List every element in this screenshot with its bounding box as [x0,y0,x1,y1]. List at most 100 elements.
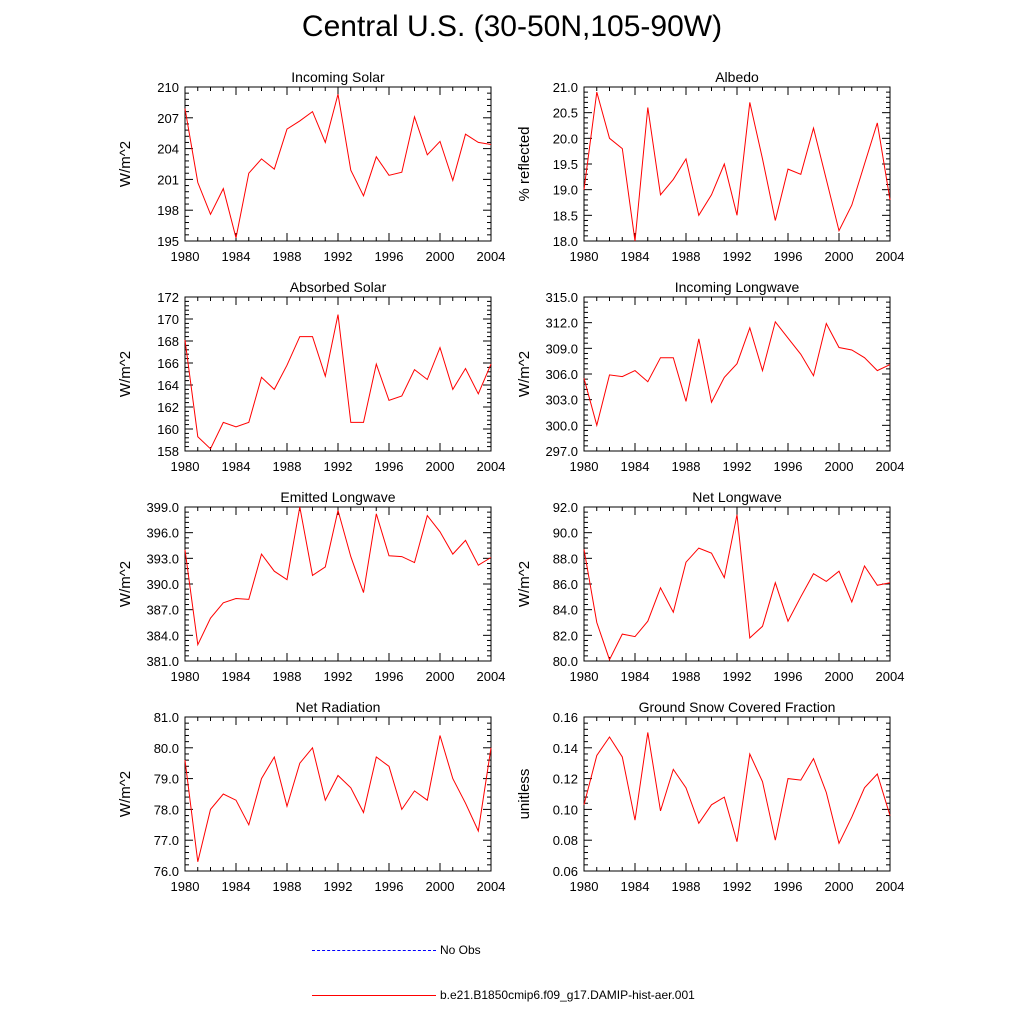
y-axis-label: W/m^2 [516,351,533,397]
y-tick-label: 77.0 [154,833,179,848]
x-tick-label: 2004 [876,459,905,474]
x-tick-label: 1984 [222,459,251,474]
x-tick-label: 1996 [774,459,803,474]
y-tick-label: 19.0 [553,183,578,198]
x-tick-label: 1992 [723,879,752,894]
y-tick-label: 21.0 [553,80,578,95]
x-tick-label: 1996 [375,249,404,264]
x-tick-label: 2000 [825,669,854,684]
chart-title: Net Radiation [296,699,381,715]
x-tick-label: 1992 [324,459,353,474]
chart-title: Ground Snow Covered Fraction [639,699,836,715]
y-axis-label: W/m^2 [117,351,134,397]
y-tick-label: 300.0 [545,418,578,433]
y-tick-label: 162 [157,400,179,415]
y-tick-label: 396.0 [146,526,179,541]
y-tick-label: 80.0 [553,654,578,669]
x-tick-label: 1996 [375,879,404,894]
x-tick-label: 2004 [876,249,905,264]
x-tick-label: 1988 [273,669,302,684]
series-line [583,732,891,845]
y-tick-label: 384.0 [146,628,179,643]
y-tick-label: 201 [157,172,179,187]
chart-panel: Net Longwave W/m^2 1980 1984 1988 1992 1996 200… [516,489,904,684]
y-tick-label: 0.12 [553,772,578,787]
y-tick-label: 78.0 [154,802,179,817]
chart-panel: Net Radiation W/m^2 1980 1984 1988 1992 1996 20… [117,699,505,894]
y-axis-label: W/m^2 [516,561,533,607]
y-tick-label: 198 [157,203,179,218]
y-tick-label: 172 [157,290,179,305]
y-tick-label: 19.5 [553,157,578,172]
x-tick-label: 1980 [570,669,599,684]
y-axis-label: % reflected [516,126,533,201]
y-tick-label: 92.0 [553,500,578,515]
x-tick-label: 1992 [324,669,353,684]
series-line [184,735,492,862]
y-tick-label: 210 [157,80,179,95]
chart-panel: Emitted Longwave W/m^2 1980 1984 1988 1992 199… [117,489,505,684]
legend-row-obs: No Obs [312,943,481,957]
x-tick-label: 1996 [375,459,404,474]
x-tick-label: 2004 [477,459,506,474]
x-tick-label: 1992 [723,249,752,264]
y-axis-label: W/m^2 [117,771,134,817]
x-tick-label: 1992 [723,459,752,474]
y-tick-label: 166 [157,356,179,371]
y-tick-label: 20.5 [553,106,578,121]
x-tick-label: 2004 [876,669,905,684]
x-tick-label: 1988 [672,459,701,474]
chart-panel: Absorbed Solar W/m^2 1980 1984 1988 1992 1996 2… [117,279,505,474]
series-line [583,91,891,242]
x-tick-label: 2000 [825,879,854,894]
y-tick-label: 0.06 [553,864,578,879]
series-line [184,314,492,450]
legend-label-obs: No Obs [440,943,481,957]
y-tick-label: 76.0 [154,864,179,879]
y-tick-label: 79.0 [154,772,179,787]
chart-panel: Incoming Solar W/m^2 1980 1984 1988 1992 1996 2… [117,69,505,264]
x-tick-label: 1984 [222,669,251,684]
series-line [583,320,891,428]
y-tick-label: 399.0 [146,500,179,515]
x-tick-label: 2000 [426,249,455,264]
x-tick-label: 1984 [621,879,650,894]
x-tick-label: 1984 [621,249,650,264]
y-tick-label: 393.0 [146,551,179,566]
x-tick-label: 1984 [222,249,251,264]
chart-title: Net Longwave [692,489,782,505]
chart-panel: Albedo % reflected 1980 1984 1988 1992 1996 200… [516,69,904,264]
chart-panel: Incoming Longwave W/m^2 1980 1984 1988 1992 19… [516,279,904,474]
x-tick-label: 2004 [477,879,506,894]
x-tick-label: 2000 [825,459,854,474]
y-tick-label: 168 [157,334,179,349]
chart-title: Emitted Longwave [280,489,395,505]
x-tick-label: 1992 [324,879,353,894]
x-tick-label: 2000 [426,669,455,684]
x-tick-label: 1980 [171,249,200,264]
x-tick-label: 2004 [477,669,506,684]
y-tick-label: 0.08 [553,833,578,848]
y-axis-label: W/m^2 [117,561,134,607]
x-tick-label: 1992 [723,669,752,684]
x-tick-label: 1980 [171,669,200,684]
y-tick-label: 297.0 [545,444,578,459]
x-tick-label: 1988 [672,249,701,264]
x-tick-label: 2000 [426,459,455,474]
y-tick-label: 81.0 [154,710,179,725]
y-tick-label: 82.0 [553,628,578,643]
x-tick-label: 1988 [273,249,302,264]
x-tick-label: 1980 [171,879,200,894]
legend-line-model [312,994,436,996]
series-line [184,506,492,647]
legend-label-model: b.e21.B1850cmip6.f09_g17.DAMIP-hist-aer.… [440,988,695,1002]
y-tick-label: 18.5 [553,208,578,223]
x-tick-label: 2000 [825,249,854,264]
y-tick-label: 315.0 [545,290,578,305]
y-tick-label: 164 [157,378,179,393]
y-tick-label: 387.0 [146,603,179,618]
x-tick-label: 1980 [570,459,599,474]
x-tick-label: 2000 [426,879,455,894]
y-tick-label: 0.16 [553,710,578,725]
